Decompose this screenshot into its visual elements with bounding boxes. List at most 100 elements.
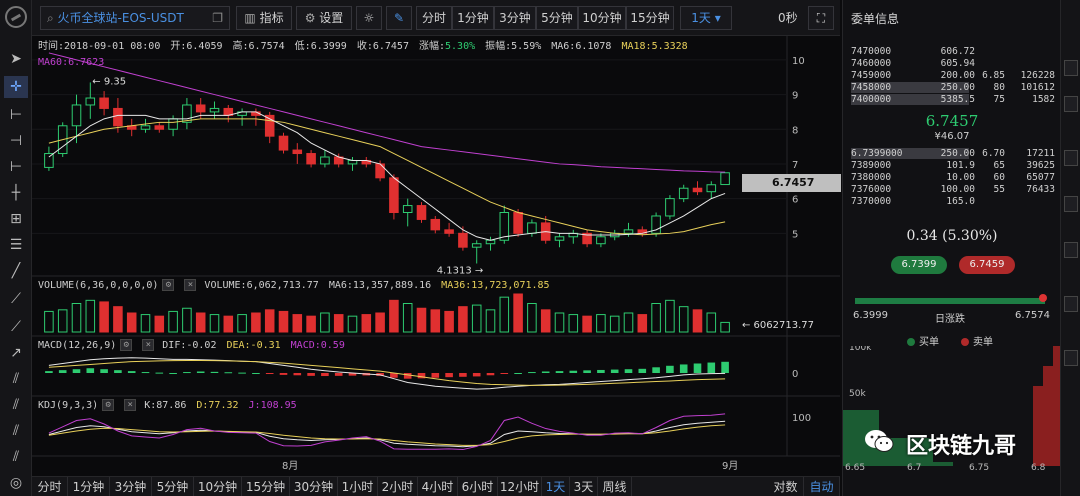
- ray-line-icon[interactable]: ⟋: [11, 291, 21, 307]
- parallel-channel-icon[interactable]: ☰: [9, 237, 23, 253]
- bottom-interval-tab[interactable]: 6小时: [458, 477, 498, 496]
- ask-row[interactable]: 7460000 605.94: [851, 58, 1056, 69]
- dif-value: DIF:-0.02: [162, 340, 217, 351]
- horizontal-ray-icon[interactable]: ⊣: [9, 133, 23, 149]
- auto-scale-toggle[interactable]: 自动: [804, 477, 840, 496]
- candle-body: [706, 184, 717, 193]
- trend-line-icon[interactable]: ╱: [11, 263, 21, 279]
- fullscreen-button[interactable]: ⛶: [808, 6, 834, 30]
- vertical-line-icon[interactable]: ┼: [11, 185, 21, 201]
- chart-svg: 10 9 8 7 6 5 ← 9.35 4.1313 → ← 6062713.77 0 100 8月 9…: [32, 36, 840, 472]
- bottom-interval-tab[interactable]: 3天: [570, 477, 598, 496]
- volume-ma6-value: MA6:13,357,889.16: [328, 280, 432, 291]
- candle-body: [527, 222, 537, 234]
- interval-tab-5[interactable]: 15分钟: [626, 6, 674, 30]
- panel-button-1[interactable]: [1064, 60, 1078, 76]
- dea-value: DEA:-0.31: [226, 340, 281, 351]
- log-scale-toggle[interactable]: 对数: [768, 477, 804, 496]
- crosshair-tool-icon[interactable]: ✛: [4, 76, 28, 98]
- indicator-button[interactable]: ▥ 指标: [236, 6, 292, 30]
- bid-price: 7370000: [851, 196, 892, 207]
- ask-row[interactable]: 7470000 606.72: [851, 46, 1056, 57]
- candle-body: [347, 159, 358, 165]
- bottom-interval-tab[interactable]: 2小时: [378, 477, 418, 496]
- panel-button-7[interactable]: [1064, 350, 1078, 366]
- volume-close-icon[interactable]: ×: [184, 279, 197, 291]
- settings-button[interactable]: ⚙ 设置: [296, 6, 352, 30]
- bottom-interval-tab[interactable]: 3分钟: [110, 477, 152, 496]
- volume-bar: [665, 299, 675, 333]
- panel-button-6[interactable]: [1064, 296, 1078, 312]
- interval-dropdown[interactable]: 1天 ▾: [680, 6, 732, 30]
- best-bid-button[interactable]: 6.7399: [891, 256, 947, 274]
- best-ask-button[interactable]: 6.7459: [959, 256, 1015, 274]
- bottom-interval-tab[interactable]: 12小时: [498, 477, 542, 496]
- bottom-interval-tab[interactable]: 5分钟: [152, 477, 194, 496]
- time-value: 时间:2018-09-01 08:00: [38, 41, 161, 52]
- bottom-interval-tab[interactable]: 1小时: [338, 477, 378, 496]
- interval-tab-4[interactable]: 10分钟: [578, 6, 626, 30]
- bid-row[interactable]: 6.7399000 250.00 6.70 17211: [851, 148, 1056, 159]
- wave-icon[interactable]: ⫽: [12, 449, 20, 465]
- bid-row[interactable]: 7380000 10.00 60 65077: [851, 172, 1056, 183]
- interval-tab-2[interactable]: 3分钟: [494, 6, 536, 30]
- volume-bar: [458, 306, 468, 333]
- volume-bar: [554, 312, 565, 333]
- price-tick-label: 5: [792, 229, 798, 240]
- segment-line-icon[interactable]: ⟋: [11, 319, 21, 335]
- ask-row[interactable]: 7458000 250.00 80 101612: [851, 82, 1056, 93]
- panel-button-3[interactable]: [1064, 150, 1078, 166]
- kdj-settings-icon[interactable]: ⚙: [102, 399, 115, 411]
- gann-icon[interactable]: ⫽: [12, 423, 20, 439]
- fan-lines-icon[interactable]: ⫽: [12, 371, 20, 387]
- price-line-icon[interactable]: ⊞: [10, 211, 22, 227]
- candle-body: [113, 107, 123, 127]
- pointer-tool-icon[interactable]: ➤: [10, 51, 22, 67]
- price-tick-label: 9: [792, 91, 798, 102]
- bid-amount: 250.00: [940, 148, 975, 159]
- interval-tab-1[interactable]: 1分钟: [452, 6, 494, 30]
- bottom-interval-tab[interactable]: 1分钟: [68, 477, 110, 496]
- bottom-interval-tab[interactable]: 15分钟: [242, 477, 290, 496]
- macd-header: MACD(12,26,9) ⚙ × DIF:-0.02 DEA:-0.31 MACD:0.…: [38, 339, 355, 353]
- ask-row[interactable]: 7400000 5385.5 75 1582: [851, 94, 1056, 105]
- panel-button-2[interactable]: [1064, 96, 1078, 112]
- volume-bar: [237, 314, 247, 333]
- bottom-interval-tab[interactable]: 10分钟: [194, 477, 242, 496]
- ask-row[interactable]: 7459000 200.00 6.85 126228: [851, 70, 1056, 81]
- fibonacci-icon[interactable]: ⫽: [12, 397, 20, 413]
- horizontal-line-icon[interactable]: ⊢: [9, 159, 23, 175]
- interval-tab-3[interactable]: 5分钟: [536, 6, 578, 30]
- draw-button[interactable]: ✎: [386, 6, 412, 30]
- spiral-icon[interactable]: ◎: [9, 475, 23, 491]
- kdj-indicator-name: KDJ(9,3,3): [38, 400, 99, 411]
- bottom-interval-tab[interactable]: 分时: [32, 477, 68, 496]
- panel-button-4[interactable]: [1064, 196, 1078, 212]
- arrow-line-icon[interactable]: ↗: [10, 345, 22, 361]
- bottom-interval-tab[interactable]: 周线: [598, 477, 632, 496]
- bottom-interval-tab[interactable]: 1天: [542, 477, 570, 496]
- macd-bar: [307, 373, 315, 376]
- symbol-selector[interactable]: ⌕ 火币全球站-EOS-USDT ❐: [40, 6, 230, 30]
- volume-settings-icon[interactable]: ⚙: [162, 279, 175, 291]
- bid-row[interactable]: 7370000 165.0: [851, 196, 1056, 207]
- kdj-close-icon[interactable]: ×: [124, 399, 137, 411]
- volume-bar: [706, 312, 717, 333]
- orderbook-last-price: 6.7457: [925, 112, 979, 130]
- macd-bar: [72, 369, 81, 373]
- bid-count: 60: [993, 172, 1005, 183]
- macd-settings-icon[interactable]: ⚙: [120, 339, 133, 351]
- volume-bar: [375, 312, 385, 333]
- bottom-interval-tab[interactable]: 30分钟: [290, 477, 338, 496]
- candle-body: [499, 212, 510, 241]
- bid-price: 6.7399000: [851, 148, 903, 159]
- chart-area[interactable]: 10 9 8 7 6 5 ← 9.35 4.1313 → ← 6062713.77 0 100 8月 9…: [32, 36, 841, 476]
- theme-button[interactable]: ☼: [356, 6, 382, 30]
- macd-close-icon[interactable]: ×: [142, 339, 155, 351]
- horizontal-segment-icon[interactable]: ⊢: [9, 107, 23, 123]
- interval-tab-0[interactable]: 分时: [416, 6, 452, 30]
- bid-row[interactable]: 7389000 101.9 65 39625: [851, 160, 1056, 171]
- bid-row[interactable]: 7376000 100.00 55 76433: [851, 184, 1056, 195]
- panel-button-5[interactable]: [1064, 242, 1078, 258]
- bottom-interval-tab[interactable]: 4小时: [418, 477, 458, 496]
